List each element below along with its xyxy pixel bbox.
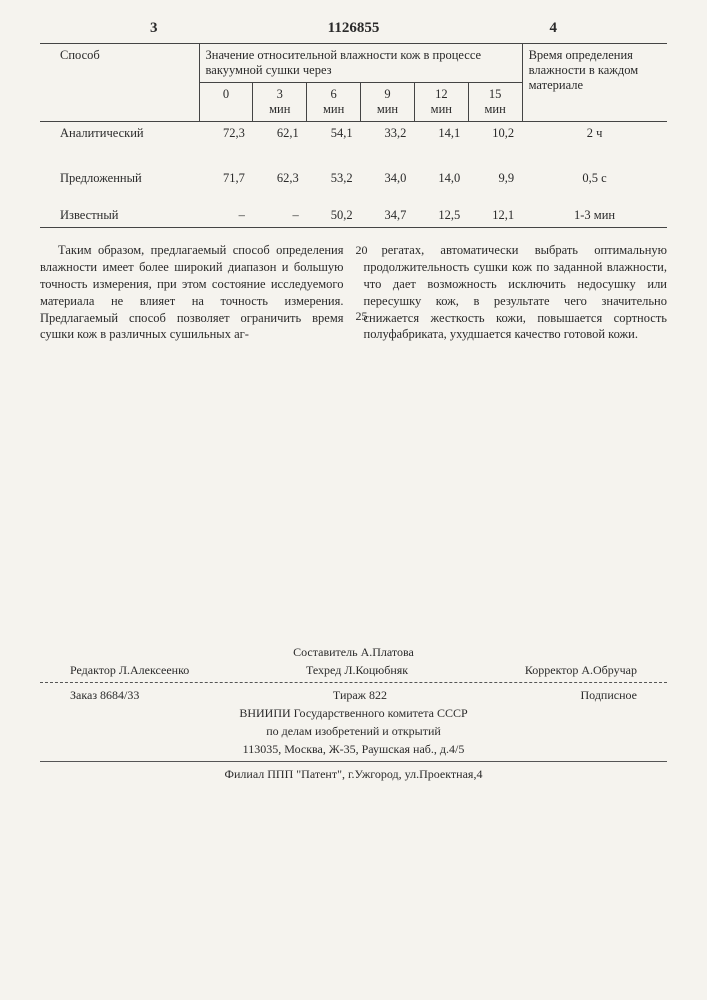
table-cell: 71,7: [199, 167, 253, 190]
body-text: Таким образом, предлагаемый способ опред…: [40, 242, 667, 343]
table-cell: 34,7: [361, 204, 415, 228]
table-cell: 12,1: [468, 204, 522, 228]
line-number: 20: [356, 242, 368, 258]
table-cell: 9,9: [468, 167, 522, 190]
table-row: Предложенный 71,7 62,3 53,2 34,0 14,0 9,…: [40, 167, 667, 190]
table-cell: 10,2: [468, 122, 522, 145]
footer-tirazh: Тираж 822: [333, 686, 387, 704]
footer-org1: ВНИИПИ Государственного комитета СССР: [40, 704, 667, 722]
table-cell: 50,2: [307, 204, 361, 228]
footer-filial: Филиал ППП "Патент", г.Ужгород, ул.Проек…: [40, 765, 667, 783]
footer-org2: по делам изобретений и открытий: [40, 722, 667, 740]
table-row: Известный – – 50,2 34,7 12,5 12,1 1-3 ми…: [40, 204, 667, 228]
table-cell: 62,3: [253, 167, 307, 190]
footer-compiler: Составитель А.Платова: [40, 643, 667, 661]
footer-order: Заказ 8684/33: [70, 686, 139, 704]
row-time: 0,5 с: [522, 167, 667, 190]
footer: Составитель А.Платова Редактор Л.Алексее…: [40, 643, 667, 783]
body-left: Таким образом, предлагаемый способ опред…: [40, 242, 344, 343]
footer-addr1: 113035, Москва, Ж-35, Раушская наб., д.4…: [40, 740, 667, 758]
table-cell: –: [253, 204, 307, 228]
time-head-2: 6мин: [307, 83, 361, 122]
table-cell: –: [199, 204, 253, 228]
footer-techred: Техред Л.Коцюбняк: [306, 661, 408, 679]
data-table: Способ Значение относительной влажности …: [40, 43, 667, 228]
table-cell: 33,2: [361, 122, 415, 145]
table-cell: 54,1: [307, 122, 361, 145]
col-time-header: Время определения влажности в каждом мат…: [522, 44, 667, 122]
document-number: 1126855: [328, 20, 380, 37]
row-method: Предложенный: [40, 167, 199, 190]
table-cell: 53,2: [307, 167, 361, 190]
row-time: 1-3 мин: [522, 204, 667, 228]
row-method: Известный: [40, 204, 199, 228]
time-head-1: 3мин: [253, 83, 307, 122]
page-num-right: 4: [550, 20, 558, 37]
footer-editor: Редактор Л.Алексеенко: [70, 661, 189, 679]
footer-corrector: Корректор А.Обручар: [525, 661, 637, 679]
page-num-left: 3: [150, 20, 158, 37]
table-cell: 14,1: [414, 122, 468, 145]
page-header: 3 1126855 4: [40, 20, 667, 37]
time-head-5: 15мин: [468, 83, 522, 122]
table-row: Аналитический 72,3 62,1 54,1 33,2 14,1 1…: [40, 122, 667, 145]
time-head-3: 9мин: [361, 83, 415, 122]
table-cell: 12,5: [414, 204, 468, 228]
row-method: Аналитический: [40, 122, 199, 145]
time-head-4: 12мин: [414, 83, 468, 122]
table-cell: 72,3: [199, 122, 253, 145]
row-time: 2 ч: [522, 122, 667, 145]
footer-podpis: Подписное: [581, 686, 638, 704]
table-cell: 14,0: [414, 167, 468, 190]
col-group-header: Значение относительной влажности кож в п…: [199, 44, 522, 83]
body-right: регатах, автоматически выбрать оптимальн…: [364, 242, 668, 343]
table-cell: 62,1: [253, 122, 307, 145]
line-number: 25: [356, 308, 368, 324]
col-method-header: Способ: [40, 44, 199, 122]
time-head-0: 0: [199, 83, 253, 122]
table-cell: 34,0: [361, 167, 415, 190]
